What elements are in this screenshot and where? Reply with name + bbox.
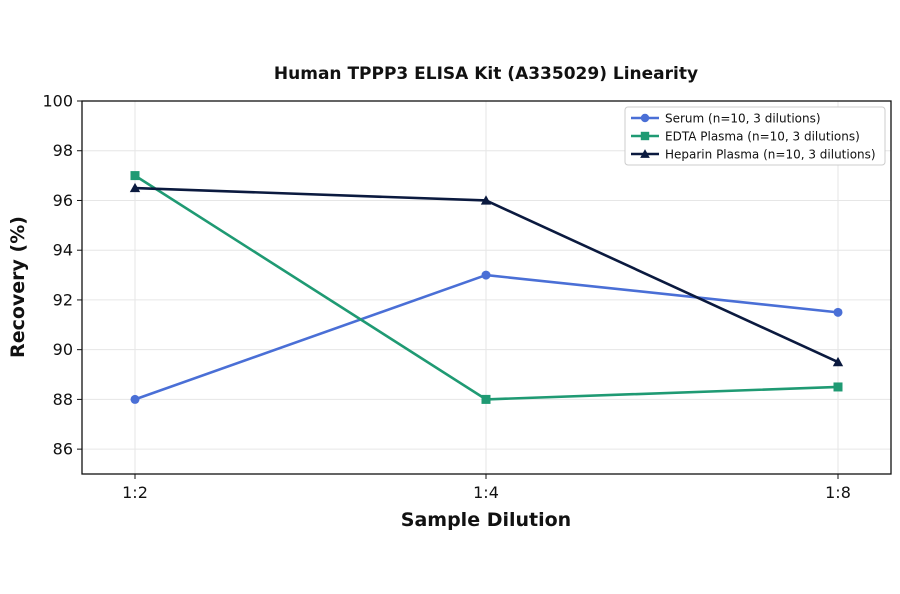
- y-tick-label: 98: [53, 141, 73, 160]
- series-layer: [129, 171, 844, 404]
- legend-marker: [640, 113, 650, 123]
- data-point: [833, 307, 843, 317]
- series-1: [130, 171, 843, 404]
- y-tick-label: 100: [42, 92, 73, 111]
- y-tick-label: 86: [53, 440, 73, 459]
- x-axis-label: Sample Dilution: [401, 509, 571, 531]
- legend-item: Heparin Plasma (n=10, 3 dilutions): [631, 148, 876, 162]
- x-tick-label: 1:8: [825, 483, 851, 502]
- y-tick-label: 94: [53, 241, 73, 260]
- y-tick-label: 96: [53, 191, 73, 210]
- x-tick-label: 1:4: [473, 483, 499, 502]
- series-2: [129, 182, 844, 367]
- data-point: [833, 382, 843, 392]
- legend-marker: [640, 131, 650, 141]
- legend-label: Heparin Plasma (n=10, 3 dilutions): [665, 148, 876, 162]
- legend-item: EDTA Plasma (n=10, 3 dilutions): [631, 130, 860, 144]
- y-tick-label: 88: [53, 390, 73, 409]
- legend-label: Serum (n=10, 3 dilutions): [665, 112, 821, 126]
- data-point: [480, 195, 492, 205]
- y-tick-label: 92: [53, 290, 73, 309]
- x-tick-label: 1:2: [122, 483, 148, 502]
- legend-marker: [640, 149, 650, 158]
- y-tick-label: 90: [53, 340, 73, 359]
- legend-item: Serum (n=10, 3 dilutions): [631, 112, 821, 126]
- data-point: [481, 270, 491, 280]
- data-point: [130, 394, 140, 404]
- y-axis-label: Recovery (%): [7, 216, 29, 358]
- data-point: [481, 394, 491, 404]
- ticks: 86 88 90 92 94 96 98 100 1:2 1:4 1:8: [42, 92, 850, 503]
- data-point: [129, 182, 141, 193]
- series-0: [130, 270, 843, 404]
- legend-label: EDTA Plasma (n=10, 3 dilutions): [665, 130, 860, 144]
- chart-title: Human TPPP3 ELISA Kit (A335029) Linearit…: [274, 64, 698, 84]
- legend: Serum (n=10, 3 dilutions) EDTA Plasma (n=…: [624, 106, 886, 166]
- legend-box: [624, 106, 886, 166]
- data-point: [832, 356, 844, 367]
- data-point: [130, 171, 140, 181]
